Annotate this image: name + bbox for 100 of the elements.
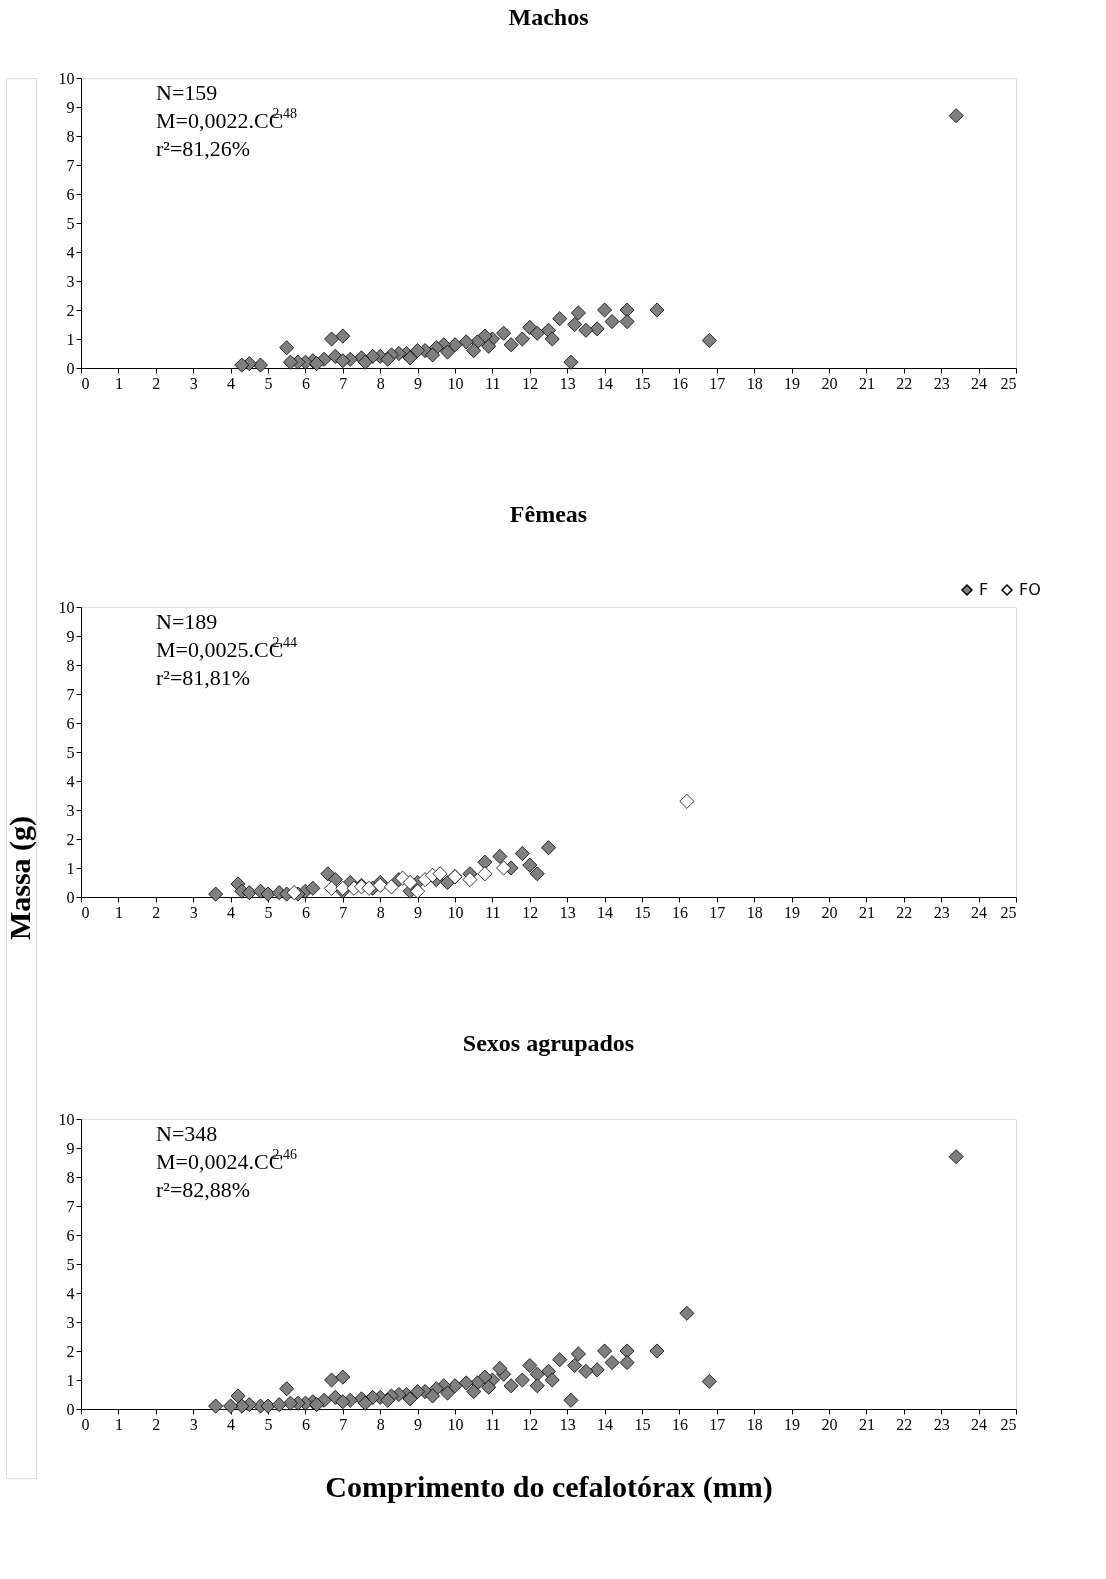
x-tick-label: 10 xyxy=(447,1415,464,1433)
annotation: M=0,0024.CC2,46 xyxy=(156,1147,298,1174)
y-tick-label: 2 xyxy=(66,301,75,319)
y-tick-label: 1 xyxy=(66,859,75,877)
annotation: N=189 xyxy=(156,609,218,634)
x-tick-label: 17 xyxy=(709,903,726,921)
x-tick-label: 3 xyxy=(189,374,198,392)
annotation: r²=82,88% xyxy=(156,1177,251,1202)
x-tick-label: 7 xyxy=(339,903,348,921)
x-tick-label: 4 xyxy=(227,903,236,921)
y-tick-label: 2 xyxy=(66,1342,75,1360)
legend-label: F xyxy=(979,580,989,599)
annotation: M=0,0025.CC2,44 xyxy=(156,635,298,662)
annotation: N=348 xyxy=(156,1121,218,1146)
x-tick-label: 17 xyxy=(709,374,726,392)
x-tick-label: 23 xyxy=(933,374,950,392)
y-tick-label: 8 xyxy=(66,127,75,145)
x-tick-label: 12 xyxy=(522,374,539,392)
y-tick-label: 8 xyxy=(66,656,75,674)
y-tick-label: 4 xyxy=(66,1284,75,1302)
x-tick-label: 13 xyxy=(559,1415,576,1433)
x-tick-label: 15 xyxy=(634,374,651,392)
y-tick-label: 7 xyxy=(66,685,75,703)
x-tick-label: 4 xyxy=(227,374,236,392)
annotation: r²=81,26% xyxy=(156,136,251,161)
x-tick-label: 13 xyxy=(559,903,576,921)
x-tick-label: 2 xyxy=(152,374,161,392)
x-tick-label: 25 xyxy=(1000,1415,1017,1433)
x-tick-label: 0 xyxy=(81,1415,90,1433)
x-tick-label: 24 xyxy=(971,374,988,392)
y-tick-label: 1 xyxy=(66,1371,75,1389)
y-tick-label: 3 xyxy=(66,272,75,290)
x-tick-label: 11 xyxy=(485,1415,501,1433)
x-tick-label: 11 xyxy=(485,374,501,392)
chart-title: Sexos agrupados xyxy=(462,1030,635,1056)
x-tick-label: 16 xyxy=(671,1415,688,1433)
x-tick-label: 1 xyxy=(114,1415,123,1433)
y-tick-label: 9 xyxy=(66,1139,75,1157)
annotation: N=159 xyxy=(156,80,218,105)
x-tick-label: 9 xyxy=(414,374,423,392)
x-tick-label: 5 xyxy=(264,903,273,921)
x-tick-label: 6 xyxy=(301,903,310,921)
x-tick-label: 24 xyxy=(971,1415,988,1433)
x-tick-label: 19 xyxy=(784,374,801,392)
x-tick-label: 3 xyxy=(189,903,198,921)
x-tick-label: 0 xyxy=(81,374,90,392)
x-tick-label: 4 xyxy=(227,1415,236,1433)
x-tick-label: 21 xyxy=(858,903,875,921)
x-tick-label: 20 xyxy=(821,374,838,392)
x-tick-label: 7 xyxy=(339,374,348,392)
x-tick-label: 21 xyxy=(858,374,875,392)
x-tick-label: 19 xyxy=(784,903,801,921)
y-tick-label: 10 xyxy=(58,1110,75,1128)
chart-title: Fêmeas xyxy=(509,501,588,527)
y-tick-label: 5 xyxy=(66,743,75,761)
x-tick-label: 11 xyxy=(485,903,501,921)
x-tick-label: 10 xyxy=(447,374,464,392)
y-tick-label: 0 xyxy=(66,888,75,906)
x-tick-label: 2 xyxy=(152,1415,161,1433)
x-tick-label: 14 xyxy=(597,1415,614,1433)
y-axis-title: Massa (g) xyxy=(3,815,37,941)
y-tick-label: 9 xyxy=(66,627,75,645)
x-tick-label: 5 xyxy=(264,1415,273,1433)
x-tick-label: 0 xyxy=(81,903,90,921)
y-tick-label: 5 xyxy=(66,1255,75,1273)
x-tick-label: 14 xyxy=(597,374,614,392)
y-tick-label: 3 xyxy=(66,801,75,819)
x-tick-label: 21 xyxy=(858,1415,875,1433)
y-tick-label: 0 xyxy=(66,1400,75,1418)
x-tick-label: 16 xyxy=(671,374,688,392)
x-tick-label: 12 xyxy=(522,1415,539,1433)
legend-label: FO xyxy=(1019,580,1041,599)
annotation: M=0,0022.CC2,48 xyxy=(156,106,298,133)
x-tick-label: 18 xyxy=(746,374,763,392)
x-tick-label: 23 xyxy=(933,903,950,921)
x-tick-label: 8 xyxy=(376,374,385,392)
y-tick-label: 9 xyxy=(66,98,75,116)
x-tick-label: 19 xyxy=(784,1415,801,1433)
x-tick-label: 12 xyxy=(522,903,539,921)
y-tick-label: 10 xyxy=(58,69,75,87)
x-tick-label: 22 xyxy=(896,374,913,392)
x-tick-label: 7 xyxy=(339,1415,348,1433)
x-tick-label: 25 xyxy=(1000,903,1017,921)
x-tick-label: 22 xyxy=(896,903,913,921)
y-tick-label: 7 xyxy=(66,156,75,174)
annotation: r²=81,81% xyxy=(156,665,251,690)
x-tick-label: 6 xyxy=(301,374,310,392)
x-tick-label: 25 xyxy=(1000,374,1017,392)
x-tick-label: 5 xyxy=(264,374,273,392)
x-tick-label: 18 xyxy=(746,903,763,921)
x-tick-label: 20 xyxy=(821,1415,838,1433)
x-tick-label: 10 xyxy=(447,903,464,921)
x-tick-label: 8 xyxy=(376,1415,385,1433)
x-tick-label: 20 xyxy=(821,903,838,921)
y-tick-label: 4 xyxy=(66,772,75,790)
x-tick-label: 15 xyxy=(634,1415,651,1433)
y-tick-label: 8 xyxy=(66,1168,75,1186)
y-tick-label: 6 xyxy=(66,185,75,203)
y-tick-label: 3 xyxy=(66,1313,75,1331)
x-tick-label: 14 xyxy=(597,903,614,921)
